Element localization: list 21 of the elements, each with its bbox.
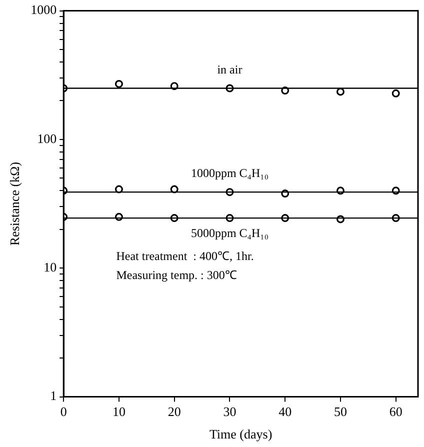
point [336, 88, 344, 96]
x-tick-label: 30 [223, 404, 236, 420]
series-label: 5000ppm C₄H₁₀ [190, 226, 269, 240]
annotation: Measuring temp. : 300℃ [116, 268, 237, 282]
x-tick-label: 20 [168, 404, 181, 420]
point [114, 80, 123, 88]
y-tick-label: 10 [44, 260, 57, 275]
y-tick-label: 100 [37, 130, 57, 146]
annotation: Heat treatment : 400℃, 1hr. [116, 248, 254, 263]
x-tick-label: 10 [112, 404, 126, 420]
y-tick-label: 1 [50, 388, 57, 404]
x-tick-label: 0 [60, 404, 67, 420]
y-tick-label: 1000 [30, 2, 57, 18]
point [392, 89, 400, 98]
y-axis-title: Resistance (kΩ) [7, 162, 22, 246]
x-tick-label: 50 [334, 404, 347, 420]
series-label: 1000ppm C₄H₁₀ [190, 166, 269, 180]
x-axis-title: Time (days) [209, 426, 272, 442]
x-tick-label: 40 [278, 404, 292, 420]
series-label: in air [217, 62, 242, 76]
x-tick-label: 60 [389, 404, 402, 420]
